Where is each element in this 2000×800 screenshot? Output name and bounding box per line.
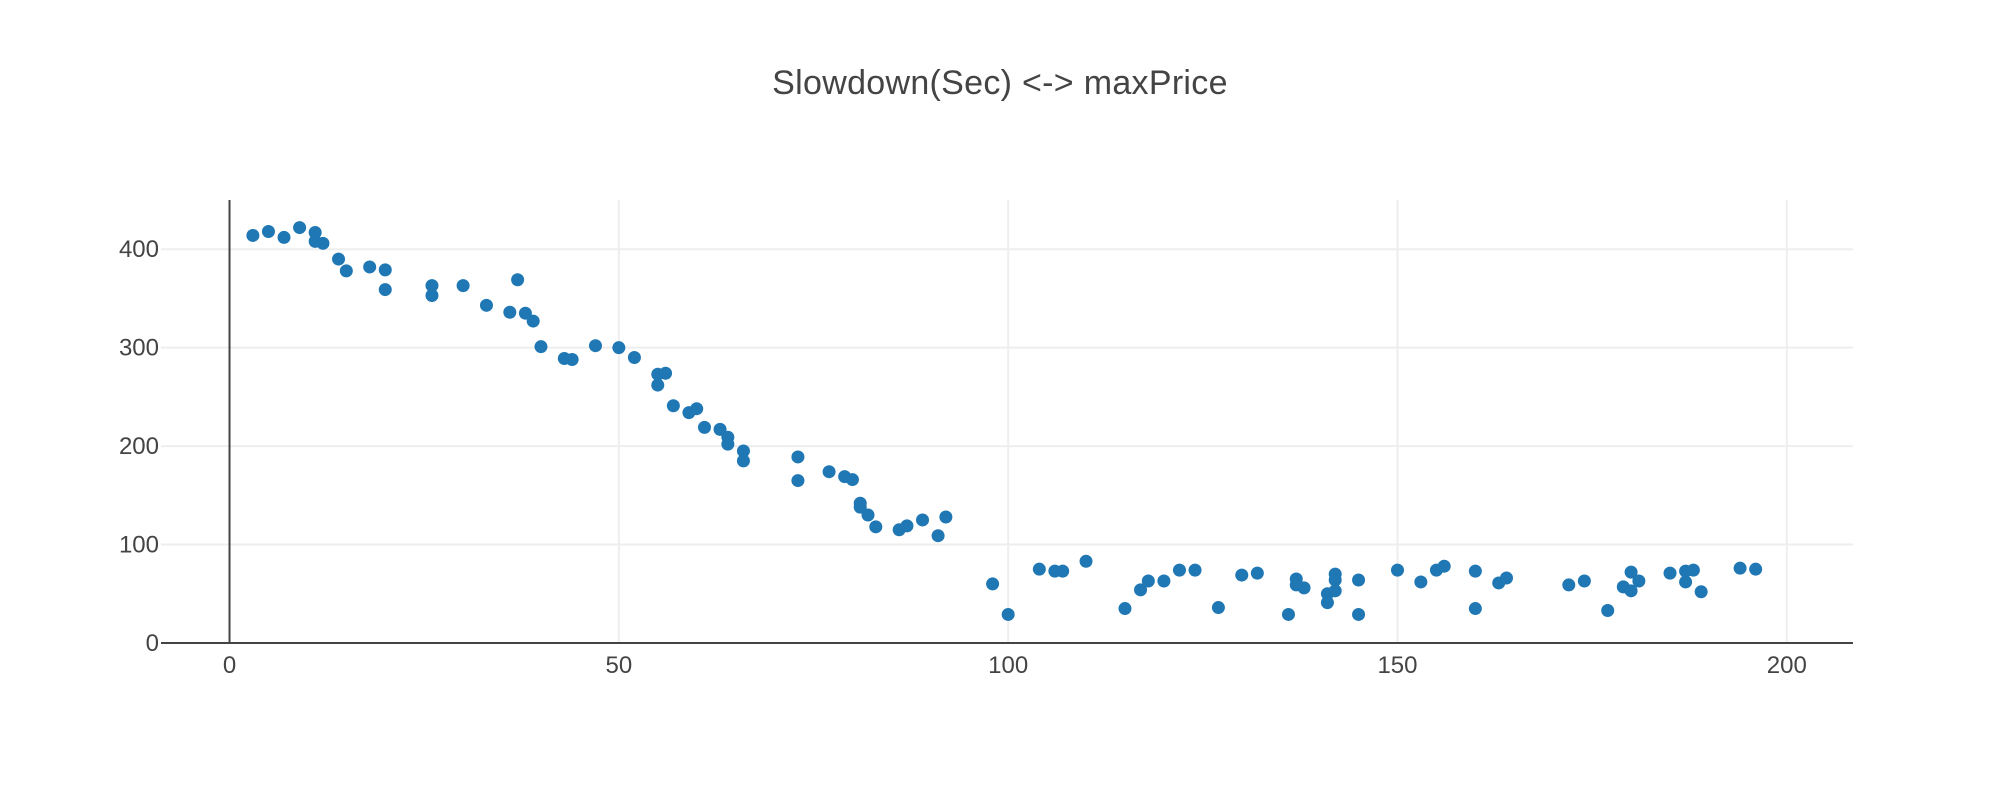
data-point [425,288,439,302]
data-point [1079,554,1093,568]
data-point [1141,574,1155,588]
data-point [869,520,883,534]
data-point [931,529,945,543]
data-point [791,450,805,464]
y-tick-label: 0 [146,630,159,657]
data-point [1328,584,1342,598]
data-point [565,352,579,366]
data-point [1172,563,1186,577]
data-point [1468,564,1482,578]
data-point [293,221,307,235]
data-point [1624,565,1638,579]
data-point [659,366,673,380]
chart-title: Slowdown(Sec) <-> maxPrice [772,64,1228,102]
y-tick-label: 400 [119,236,159,263]
data-point [316,236,330,250]
data-point [1352,573,1366,587]
data-point [1250,566,1264,580]
y-tick-label: 200 [119,433,159,460]
x-tick-label: 200 [1767,652,1807,679]
data-point [378,263,392,277]
data-point [736,444,750,458]
y-tick-label: 100 [119,532,159,559]
data-point [666,399,680,413]
data-point [1320,596,1334,610]
data-point [1577,574,1591,588]
data-point [1281,607,1295,621]
x-tick-label: 150 [1377,652,1417,679]
x-tick-label: 0 [223,652,236,679]
data-points [246,221,1763,621]
data-point [1694,585,1708,599]
data-point [1500,571,1514,585]
data-point [332,252,346,266]
data-point [1437,559,1451,573]
data-point [1562,578,1576,592]
data-point [1188,563,1202,577]
data-point [526,314,540,328]
data-point [900,519,914,533]
tick-labels: 0 50 100 150 200 0 100 200 300 400 [119,236,1807,679]
data-point [612,341,626,355]
data-point [939,510,953,524]
data-point [697,420,711,434]
data-point [1328,573,1342,587]
x-tick-label: 50 [605,652,632,679]
data-point [721,437,735,451]
data-point [425,279,439,293]
data-point [1390,563,1404,577]
x-tick-label: 100 [988,652,1028,679]
data-point [261,225,275,239]
data-point [456,279,470,293]
data-point [1414,575,1428,589]
data-point [479,298,493,312]
data-point [627,351,641,365]
data-point [503,305,517,319]
data-point [1624,584,1638,598]
data-point [822,465,836,479]
data-point [246,228,260,242]
data-point [1733,561,1747,575]
data-point [1297,581,1311,595]
data-point [1601,604,1615,618]
data-point [1001,607,1015,621]
y-tick-label: 300 [119,335,159,362]
data-point [378,283,392,297]
data-point [1686,563,1700,577]
data-point [1663,566,1677,580]
data-point [986,577,1000,591]
data-point [791,474,805,488]
data-point [651,378,665,392]
data-point [588,339,602,353]
data-point [861,508,875,522]
axes [161,200,1853,644]
data-point [277,230,291,244]
data-point [1157,574,1171,588]
data-point [363,260,377,274]
data-point [1749,562,1763,576]
grid-lines [161,200,1853,643]
data-point [511,273,525,287]
data-point [1235,568,1249,582]
data-point [1056,564,1070,578]
data-point [534,340,548,354]
data-point [690,402,704,416]
data-point [339,264,353,278]
data-point [1632,574,1646,588]
data-point [1211,601,1225,615]
data-point [845,473,859,487]
data-point [1134,583,1148,597]
data-point [1352,607,1366,621]
data-point [1679,575,1693,589]
data-point [1468,602,1482,616]
data-point [1032,562,1046,576]
data-point [736,454,750,468]
data-point [916,513,930,527]
data-point [1118,602,1132,616]
